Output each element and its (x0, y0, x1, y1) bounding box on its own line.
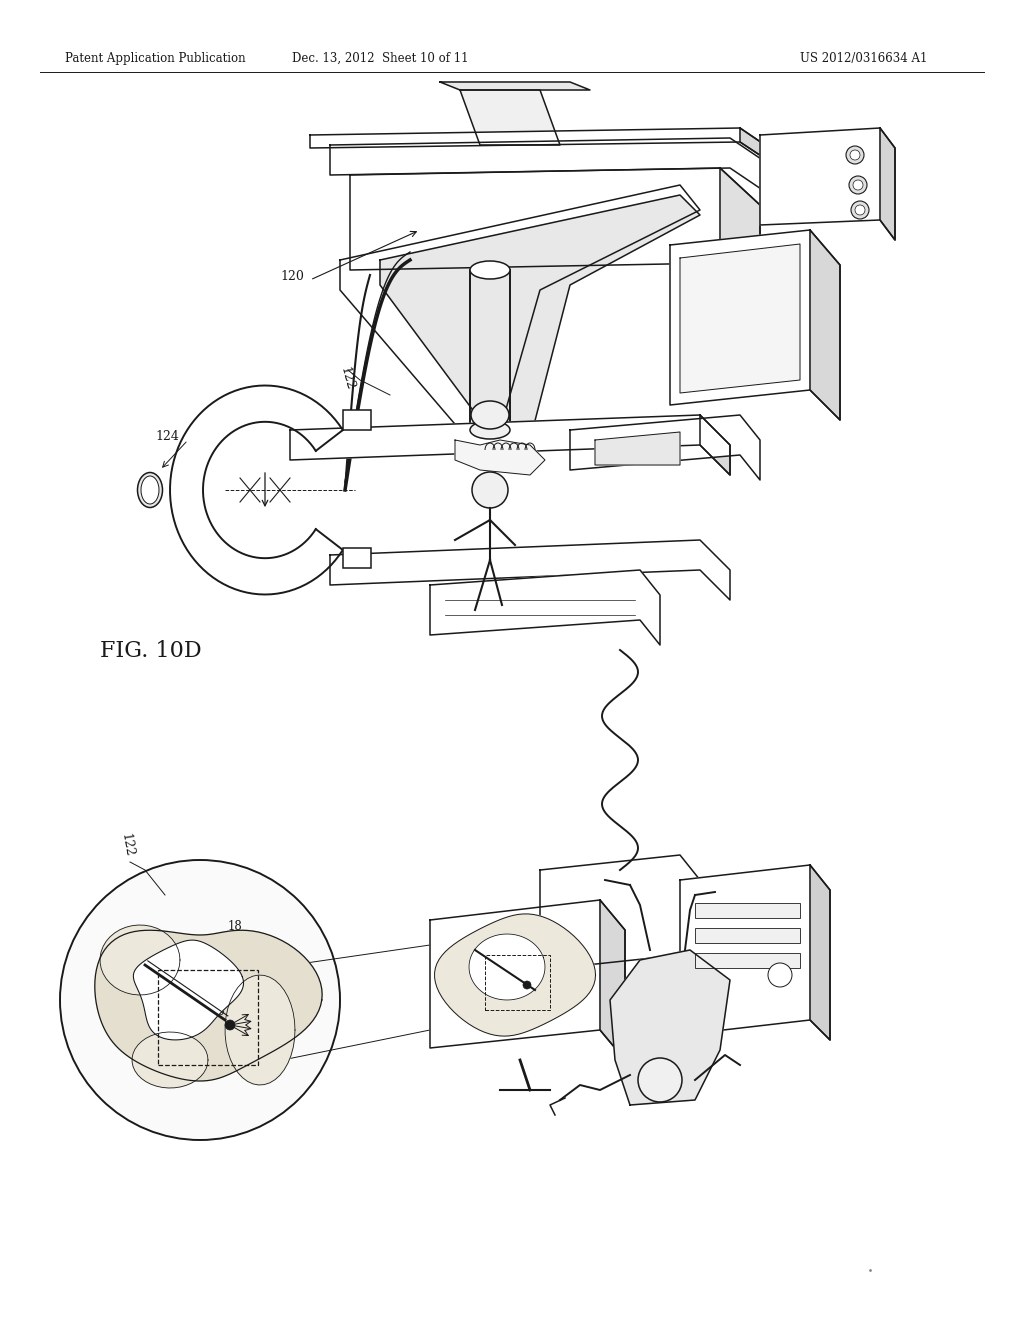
Bar (158, 970, 258, 1065)
Text: FIG. 10D: FIG. 10D (100, 640, 202, 663)
Polygon shape (340, 185, 700, 430)
Polygon shape (95, 931, 323, 1081)
Polygon shape (434, 913, 596, 1036)
Bar (695, 953, 800, 968)
Ellipse shape (470, 261, 510, 279)
Polygon shape (810, 865, 830, 1040)
Circle shape (768, 964, 792, 987)
Circle shape (472, 473, 508, 508)
Text: 20: 20 (210, 1005, 225, 1018)
Text: 122: 122 (118, 833, 135, 858)
Polygon shape (595, 432, 680, 465)
Polygon shape (132, 1032, 208, 1088)
Bar (343, 409, 371, 429)
Polygon shape (600, 900, 625, 1060)
Polygon shape (430, 570, 660, 645)
Bar (485, 954, 550, 1010)
Circle shape (846, 147, 864, 164)
Circle shape (850, 150, 860, 160)
Polygon shape (469, 935, 545, 1001)
Polygon shape (760, 128, 895, 240)
Polygon shape (670, 230, 840, 420)
Text: Dec. 13, 2012  Sheet 10 of 11: Dec. 13, 2012 Sheet 10 of 11 (292, 51, 468, 65)
Polygon shape (330, 540, 730, 601)
Text: 18: 18 (228, 920, 243, 933)
Ellipse shape (137, 473, 163, 507)
Polygon shape (430, 900, 625, 1060)
Circle shape (225, 1020, 234, 1030)
Polygon shape (880, 128, 895, 240)
Polygon shape (570, 414, 760, 480)
Polygon shape (100, 925, 180, 995)
Circle shape (851, 201, 869, 219)
Text: 122: 122 (338, 366, 356, 391)
Polygon shape (330, 139, 770, 195)
Text: Patent Application Publication: Patent Application Publication (65, 51, 246, 65)
Text: 120: 120 (280, 271, 304, 282)
Circle shape (849, 176, 867, 194)
Polygon shape (290, 414, 730, 475)
Circle shape (855, 205, 865, 215)
Polygon shape (170, 385, 343, 594)
Bar (343, 548, 371, 569)
Polygon shape (133, 940, 244, 1040)
Circle shape (60, 861, 340, 1140)
Ellipse shape (470, 421, 510, 440)
Bar (695, 928, 800, 942)
Polygon shape (225, 975, 295, 1085)
Polygon shape (440, 82, 590, 90)
Polygon shape (540, 855, 700, 975)
Polygon shape (810, 230, 840, 420)
Polygon shape (700, 414, 730, 475)
Polygon shape (610, 950, 730, 1105)
Polygon shape (740, 128, 790, 176)
Polygon shape (460, 90, 560, 145)
Polygon shape (310, 128, 790, 176)
Polygon shape (720, 168, 760, 300)
Polygon shape (350, 168, 760, 300)
Polygon shape (455, 440, 545, 475)
Circle shape (523, 981, 531, 989)
Circle shape (638, 1059, 682, 1102)
Circle shape (853, 180, 863, 190)
Polygon shape (680, 244, 800, 393)
Text: US 2012/0316634 A1: US 2012/0316634 A1 (800, 51, 928, 65)
Ellipse shape (141, 477, 159, 504)
Bar (695, 903, 800, 917)
Ellipse shape (471, 401, 509, 429)
Polygon shape (680, 865, 830, 1040)
Polygon shape (380, 195, 700, 440)
Text: 124: 124 (155, 430, 179, 444)
